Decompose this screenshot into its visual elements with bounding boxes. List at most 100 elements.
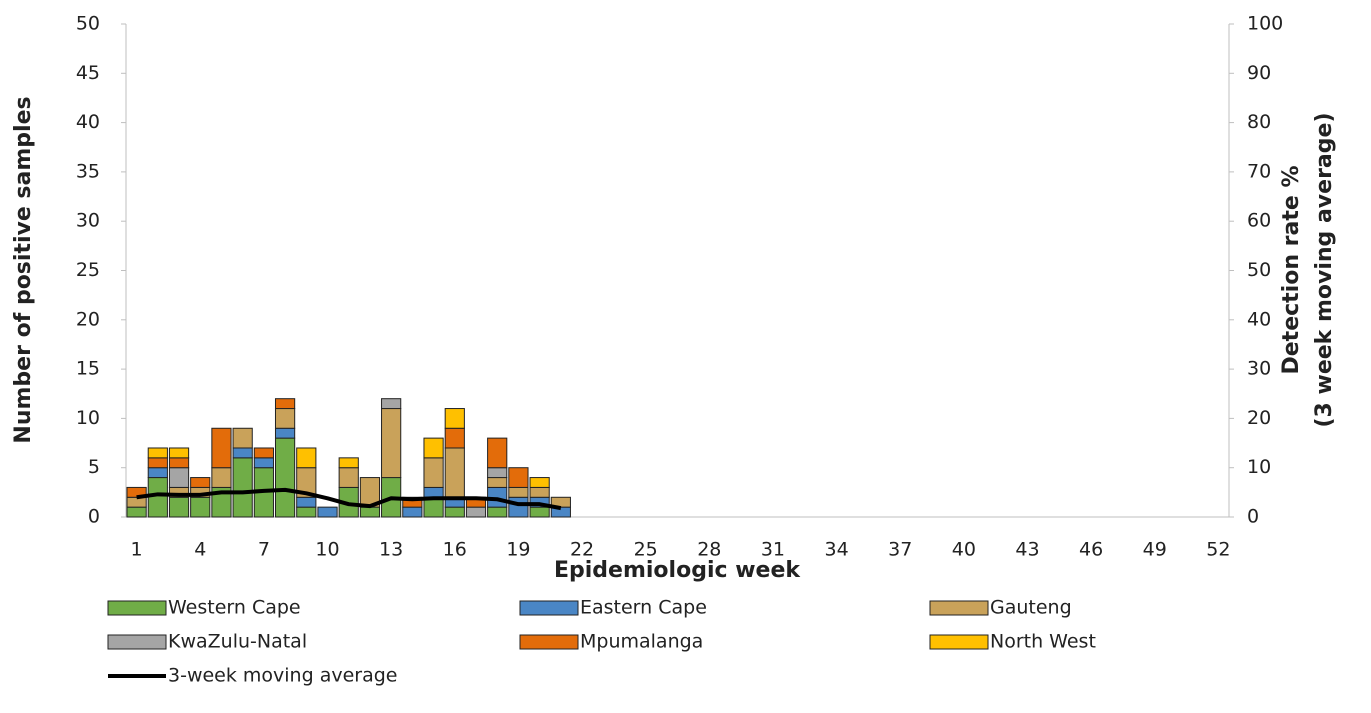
bar-segment xyxy=(126,496,147,508)
bar-segment xyxy=(253,447,274,459)
bar-segment xyxy=(147,477,168,518)
bar-segment xyxy=(296,447,317,469)
bar-segment xyxy=(359,506,381,518)
bar-segment xyxy=(296,506,317,518)
y-tick-label: 15 xyxy=(76,358,100,380)
bar-segment xyxy=(508,496,529,518)
x-tick-label: 43 xyxy=(1015,539,1039,561)
legend-swatch xyxy=(519,600,579,616)
bar-segment xyxy=(274,437,296,518)
bar-segment xyxy=(529,486,550,498)
x-tick-label: 28 xyxy=(697,539,721,561)
bar-segment xyxy=(296,496,317,508)
bar-segment xyxy=(147,457,168,469)
y-tick-label: 5 xyxy=(88,456,100,478)
bar-segment xyxy=(529,477,550,488)
bar-segment xyxy=(487,437,508,469)
y-tick-label: 0 xyxy=(88,506,100,528)
bar-segment xyxy=(232,447,253,459)
bar-segment xyxy=(465,506,487,518)
legend-label: 3-week moving average xyxy=(168,665,397,687)
x-tick-label: 31 xyxy=(761,539,785,561)
x-tick-label: 16 xyxy=(443,539,467,561)
bar-segment xyxy=(232,427,253,449)
bar-segment xyxy=(126,506,147,518)
x-tick-label: 49 xyxy=(1143,539,1167,561)
x-tick-label: 19 xyxy=(506,539,530,561)
bar-segment xyxy=(168,496,190,518)
x-tick-label: 10 xyxy=(315,539,339,561)
bar-segment xyxy=(444,506,465,518)
x-tick-label: 34 xyxy=(824,539,848,561)
bar-segment xyxy=(487,506,508,518)
bar-segment xyxy=(274,427,296,439)
x-tick-label: 4 xyxy=(194,539,206,561)
y2-axis-title: Detection rate % xyxy=(1279,166,1304,375)
bar-segment xyxy=(168,467,190,488)
bar-segment xyxy=(402,506,423,518)
legend-label: Western Cape xyxy=(168,597,301,619)
legend-label: Eastern Cape xyxy=(580,597,707,619)
bar-segment xyxy=(444,408,465,429)
y2-tick-label: 10 xyxy=(1247,456,1271,478)
line xyxy=(136,487,562,511)
x-axis-title: Epidemiologic week xyxy=(554,558,801,583)
y-tick-label: 25 xyxy=(76,259,100,281)
bar-segment xyxy=(338,467,359,488)
bar-segment xyxy=(168,447,190,459)
bar-segment xyxy=(253,457,274,469)
legend-label: North West xyxy=(990,631,1096,653)
y-axis-title: Number of positive samples xyxy=(11,96,36,443)
y2-tick-label: 30 xyxy=(1247,358,1271,380)
y-tick-label: 45 xyxy=(76,62,100,84)
y2-axis-title: (3 week moving average) xyxy=(1312,113,1337,428)
bar-segment xyxy=(338,457,359,469)
x-tick-label: 13 xyxy=(379,539,403,561)
legend-label: Gauteng xyxy=(990,597,1072,619)
y2-tick-label: 90 xyxy=(1247,62,1271,84)
x-tick-label: 25 xyxy=(634,539,658,561)
y-tick-label: 35 xyxy=(76,160,100,182)
bar-segment xyxy=(274,408,296,429)
bar-segment xyxy=(508,467,529,488)
bar-segment xyxy=(508,486,529,498)
y-tick-label: 10 xyxy=(76,407,100,429)
bar-segment xyxy=(274,398,296,410)
bar-segment xyxy=(211,467,232,488)
y2-tick-label: 100 xyxy=(1247,13,1283,35)
legend-swatch xyxy=(519,634,579,650)
bar-segment xyxy=(444,427,465,449)
y2-tick-label: 80 xyxy=(1247,111,1271,133)
bar-segment xyxy=(423,486,444,498)
y-tick-label: 30 xyxy=(76,210,100,232)
x-tick-label: 7 xyxy=(258,539,270,561)
bar-segment xyxy=(232,457,253,518)
x-tick-label: 37 xyxy=(888,539,912,561)
legend-swatch xyxy=(107,600,167,616)
bar-segment xyxy=(190,477,211,488)
bar-segment xyxy=(381,398,402,410)
bar-segment xyxy=(487,477,508,488)
y2-tick-label: 20 xyxy=(1247,407,1271,429)
legend-label: KwaZulu-Natal xyxy=(168,631,307,653)
bar-segment xyxy=(423,437,444,459)
y-tick-label: 40 xyxy=(76,111,100,133)
bar-segment xyxy=(423,457,444,488)
y2-tick-label: 40 xyxy=(1247,308,1271,330)
x-tick-label: 1 xyxy=(131,539,143,561)
bar-segment xyxy=(190,496,211,518)
bar-segment xyxy=(211,427,232,469)
y2-tick-label: 0 xyxy=(1247,506,1259,528)
bar-segment xyxy=(487,467,508,479)
x-tick-label: 52 xyxy=(1206,539,1230,561)
bar-segment xyxy=(168,457,190,469)
legend-label: Mpumalanga xyxy=(580,631,703,653)
bar-segment xyxy=(147,447,168,459)
x-tick-label: 22 xyxy=(570,539,594,561)
bar-segment xyxy=(529,506,550,518)
y-tick-label: 50 xyxy=(76,13,100,35)
bar-segment xyxy=(317,506,338,518)
legend-swatch xyxy=(107,634,167,650)
bar-segment xyxy=(381,408,402,479)
